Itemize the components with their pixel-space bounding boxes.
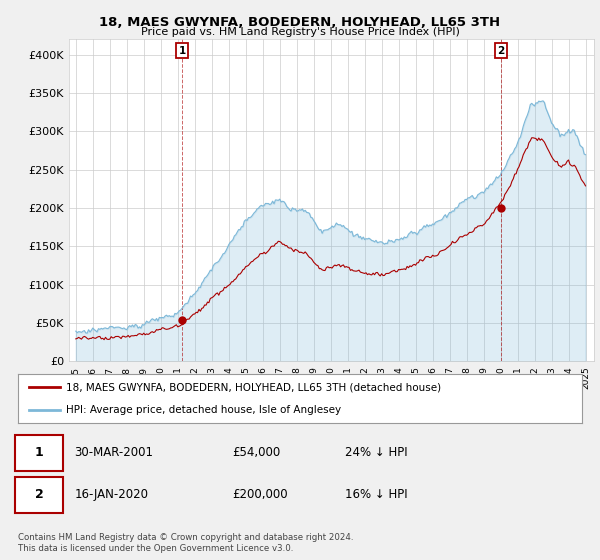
Text: 18, MAES GWYNFA, BODEDERN, HOLYHEAD, LL65 3TH: 18, MAES GWYNFA, BODEDERN, HOLYHEAD, LL6… [100,16,500,29]
Text: Price paid vs. HM Land Registry's House Price Index (HPI): Price paid vs. HM Land Registry's House … [140,27,460,37]
Text: 30-MAR-2001: 30-MAR-2001 [74,446,154,459]
Text: 16-JAN-2020: 16-JAN-2020 [74,488,148,501]
Text: 1: 1 [35,446,44,459]
Text: 16% ↓ HPI: 16% ↓ HPI [345,488,408,501]
Text: 1: 1 [178,46,185,55]
FancyBboxPatch shape [15,477,63,513]
Text: Contains HM Land Registry data © Crown copyright and database right 2024.
This d: Contains HM Land Registry data © Crown c… [18,533,353,553]
Text: 18, MAES GWYNFA, BODEDERN, HOLYHEAD, LL65 3TH (detached house): 18, MAES GWYNFA, BODEDERN, HOLYHEAD, LL6… [66,382,441,393]
Text: 2: 2 [497,46,505,55]
Text: £200,000: £200,000 [232,488,288,501]
Text: 2: 2 [35,488,44,501]
FancyBboxPatch shape [15,435,63,471]
Text: £54,000: £54,000 [232,446,281,459]
Text: 24% ↓ HPI: 24% ↓ HPI [345,446,408,459]
Text: HPI: Average price, detached house, Isle of Anglesey: HPI: Average price, detached house, Isle… [66,405,341,416]
